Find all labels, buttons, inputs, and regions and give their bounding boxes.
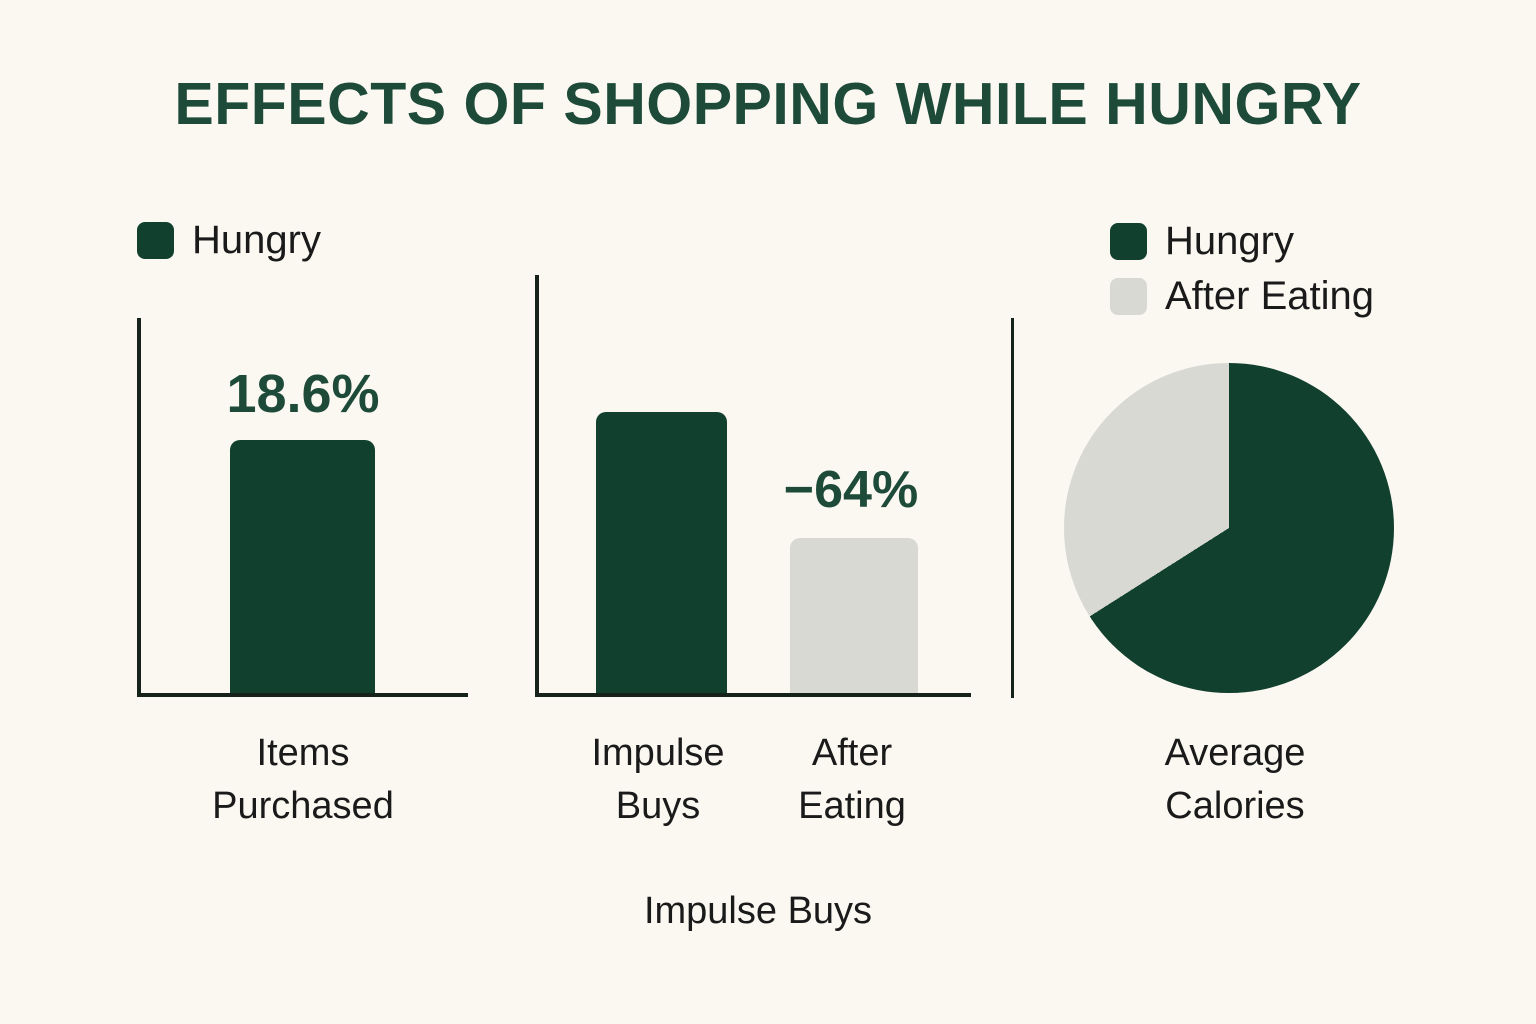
- items-category-label: Items Purchased: [153, 727, 453, 833]
- pie-legend-hungry: Hungry: [1110, 221, 1294, 261]
- pie-category-line-2: Calories: [1165, 785, 1305, 827]
- items-category-line-2: Purchased: [212, 785, 394, 827]
- page-title: EFFECTS OF SHOPPING WHILE HUNGRY: [174, 71, 1362, 137]
- after-eating-legend-label: After Eating: [1165, 274, 1375, 318]
- items-bar: [230, 440, 375, 693]
- items-legend: Hungry: [137, 220, 321, 260]
- after-eating-category-label: After Eating: [702, 727, 1002, 833]
- after-eating-legend-swatch: [1110, 277, 1147, 315]
- hungry-legend-label: Hungry: [1165, 219, 1294, 263]
- items-x-axis: [137, 693, 468, 697]
- pie-category-label: Average Calories: [1085, 727, 1385, 833]
- panel-divider-line: [1011, 318, 1014, 698]
- pie-category-line-1: Average: [1164, 732, 1306, 774]
- impulse-y-axis: [535, 275, 539, 697]
- after-eating-category-line-1: After: [811, 732, 893, 774]
- impulse-category-line-2: Buys: [615, 785, 701, 827]
- hungry-legend-label: Hungry: [192, 218, 321, 262]
- impulse-annotation-label: −64%: [783, 461, 919, 519]
- pie-legend-after-eating: After Eating: [1110, 276, 1374, 316]
- impulse-bar: [790, 538, 918, 693]
- after-eating-category-line-2: Eating: [798, 785, 906, 827]
- hungry-legend-swatch: [137, 221, 174, 259]
- impulse-x-axis: [535, 693, 971, 697]
- items-category-line-1: Items: [256, 732, 350, 774]
- impulse-x-axis-title: Impulse Buys: [643, 890, 873, 932]
- impulse-category-line-1: Impulse: [591, 732, 725, 774]
- items-y-axis: [137, 318, 141, 697]
- hungry-legend-swatch: [1110, 222, 1147, 260]
- impulse-bar: [596, 412, 727, 693]
- impulse-category-label: Impulse Buys: [508, 727, 808, 833]
- average-calories-pie: [1064, 363, 1394, 693]
- items-value-label: 18.6%: [226, 364, 380, 424]
